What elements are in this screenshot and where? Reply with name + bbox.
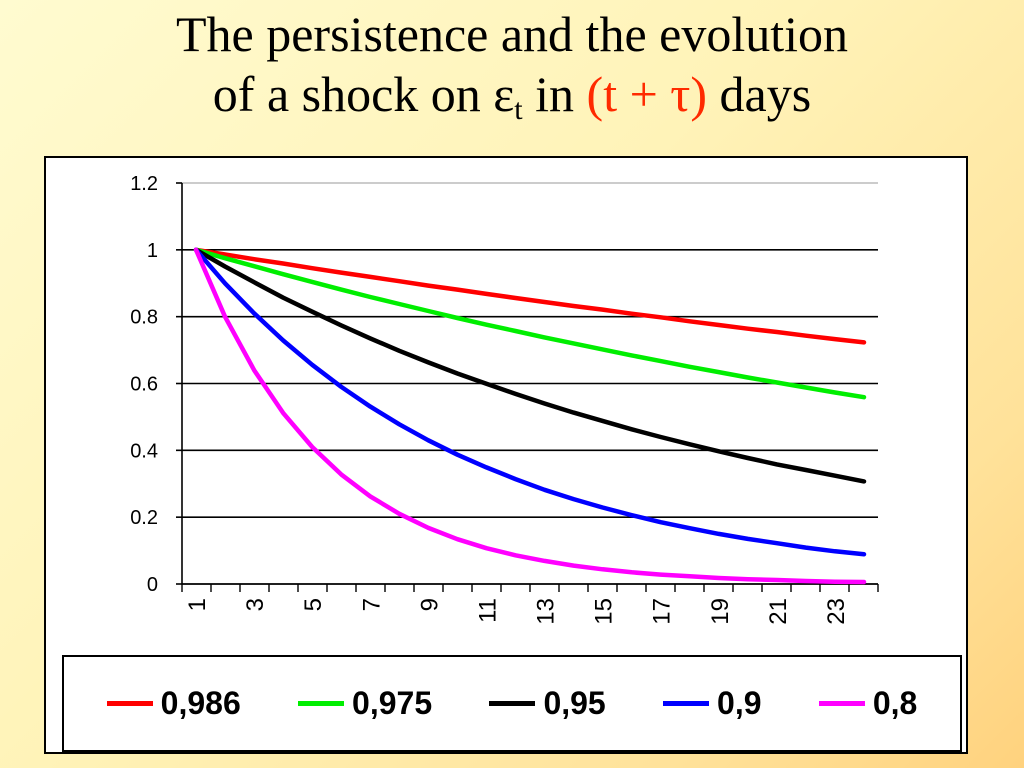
legend-label: 0,975 bbox=[352, 685, 433, 721]
series-line-2 bbox=[193, 247, 867, 400]
legend-item-4: 0,9 bbox=[663, 685, 762, 722]
legend-label: 0,8 bbox=[872, 685, 918, 721]
y-tick-label: 1 bbox=[147, 240, 158, 262]
x-tick-label: 5 bbox=[300, 598, 327, 611]
title-line-1: The persistence and the evolution bbox=[176, 6, 848, 62]
x-tick-label: 23 bbox=[823, 598, 850, 625]
slide-title: The persistence and the evolution of a s… bbox=[0, 4, 1024, 126]
title-line-2-highlight: (t + τ) bbox=[586, 66, 708, 122]
x-tick-label: 11 bbox=[474, 598, 501, 623]
y-tick-label: 0.6 bbox=[130, 374, 158, 396]
legend-item-1: 0,986 bbox=[106, 685, 241, 722]
legend-label: 0,95 bbox=[543, 685, 606, 721]
legend-swatch bbox=[489, 701, 536, 706]
x-tick-label: 21 bbox=[765, 598, 792, 625]
y-tick-label: 0.2 bbox=[130, 507, 158, 529]
epsilon-subscript: t bbox=[514, 93, 523, 126]
y-tick-label: 0 bbox=[147, 574, 158, 596]
epsilon-symbol: ε bbox=[493, 66, 515, 122]
title-line-2-suffix: days bbox=[707, 66, 812, 122]
legend-swatch bbox=[106, 701, 153, 706]
x-tick-label: 15 bbox=[591, 598, 618, 625]
chart-legend: 0,986 0,975 0,95 0,9 0,8 bbox=[62, 655, 962, 752]
legend-item-2: 0,975 bbox=[298, 685, 432, 722]
x-tick-label: 9 bbox=[416, 598, 443, 611]
series-line-3 bbox=[193, 247, 867, 484]
y-tick-label: 0.4 bbox=[130, 440, 158, 462]
y-tick-label: 0.8 bbox=[130, 307, 158, 329]
legend-swatch bbox=[298, 701, 345, 706]
legend-label: 0,9 bbox=[717, 685, 762, 721]
title-line-2-mid: in bbox=[522, 66, 587, 122]
y-tick-label: 1.2 bbox=[130, 173, 158, 195]
x-tick-label: 3 bbox=[242, 598, 269, 611]
title-line-2: of a shock on εt in (t + τ) days bbox=[0, 64, 1024, 126]
legend-item-5: 0,8 bbox=[818, 685, 918, 722]
series-line-4 bbox=[193, 247, 867, 557]
legend-swatch bbox=[663, 701, 710, 706]
x-tick-label: 13 bbox=[533, 598, 560, 625]
legend-item-3: 0,95 bbox=[489, 685, 606, 722]
x-tick-label: 19 bbox=[707, 598, 734, 625]
x-tick-label: 1 bbox=[184, 598, 211, 611]
series-line-1 bbox=[193, 247, 867, 345]
legend-swatch bbox=[818, 701, 865, 706]
x-tick-label: 17 bbox=[649, 598, 676, 625]
title-line-2-prefix: of a shock on bbox=[212, 66, 494, 122]
legend-label: 0,986 bbox=[160, 685, 241, 721]
x-tick-label: 7 bbox=[358, 598, 385, 611]
series-line-5 bbox=[193, 247, 867, 585]
